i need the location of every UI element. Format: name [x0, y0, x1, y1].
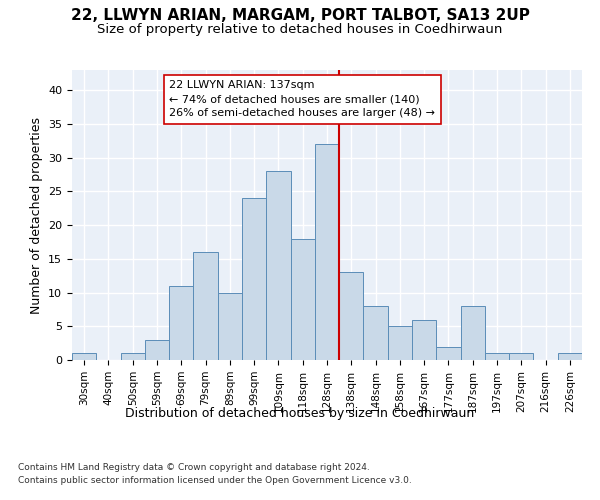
Bar: [558, 354, 582, 360]
Bar: [266, 171, 290, 360]
Text: 22 LLWYN ARIAN: 137sqm
← 74% of detached houses are smaller (140)
26% of semi-de: 22 LLWYN ARIAN: 137sqm ← 74% of detached…: [169, 80, 435, 118]
Bar: [339, 272, 364, 360]
Bar: [121, 354, 145, 360]
Text: Contains public sector information licensed under the Open Government Licence v3: Contains public sector information licen…: [18, 476, 412, 485]
Text: 22, LLWYN ARIAN, MARGAM, PORT TALBOT, SA13 2UP: 22, LLWYN ARIAN, MARGAM, PORT TALBOT, SA…: [71, 8, 529, 22]
Bar: [509, 354, 533, 360]
Bar: [290, 238, 315, 360]
Bar: [388, 326, 412, 360]
Bar: [485, 354, 509, 360]
Text: Distribution of detached houses by size in Coedhirwaun: Distribution of detached houses by size …: [125, 408, 475, 420]
Bar: [218, 292, 242, 360]
Y-axis label: Number of detached properties: Number of detached properties: [29, 116, 43, 314]
Bar: [145, 340, 169, 360]
Text: Contains HM Land Registry data © Crown copyright and database right 2024.: Contains HM Land Registry data © Crown c…: [18, 462, 370, 471]
Bar: [436, 346, 461, 360]
Bar: [72, 354, 96, 360]
Bar: [364, 306, 388, 360]
Bar: [412, 320, 436, 360]
Bar: [169, 286, 193, 360]
Text: Size of property relative to detached houses in Coedhirwaun: Size of property relative to detached ho…: [97, 22, 503, 36]
Bar: [242, 198, 266, 360]
Bar: [461, 306, 485, 360]
Bar: [193, 252, 218, 360]
Bar: [315, 144, 339, 360]
